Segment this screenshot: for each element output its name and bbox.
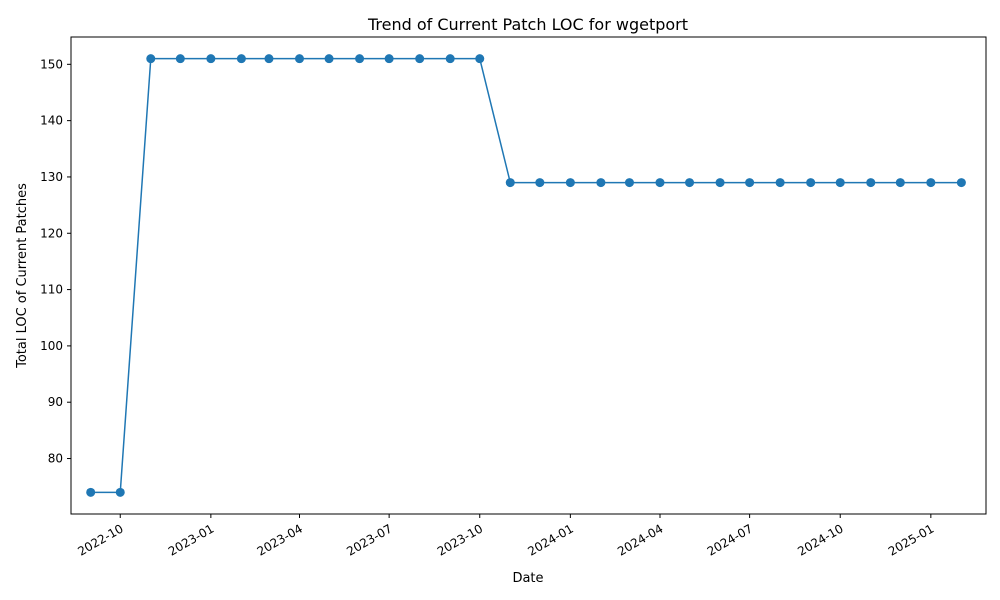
y-tick-label: 90 <box>48 395 63 409</box>
data-point <box>295 54 304 64</box>
plot-area <box>86 54 966 497</box>
y-tick-label: 80 <box>48 452 63 466</box>
data-point <box>415 54 425 64</box>
data-point <box>384 54 394 64</box>
data-point <box>324 54 334 64</box>
data-point <box>655 178 665 188</box>
data-point <box>835 178 845 188</box>
y-tick-label: 140 <box>40 114 63 128</box>
data-point <box>596 178 606 188</box>
data-point <box>715 178 725 188</box>
data-point <box>115 487 125 497</box>
y-axis-label: Total LOC of Current Patches <box>15 183 30 369</box>
data-point <box>685 178 695 188</box>
data-point <box>565 178 575 188</box>
y-tick-label: 100 <box>40 339 63 353</box>
data-point <box>445 54 455 64</box>
data-point <box>146 54 156 64</box>
y-tick-label: 130 <box>40 170 63 184</box>
series-line <box>90 57 962 494</box>
data-point <box>866 178 876 188</box>
data-point <box>806 178 816 188</box>
data-point <box>624 178 634 188</box>
data-point <box>535 178 545 188</box>
x-axis-label: Date <box>512 571 543 586</box>
data-point <box>236 54 246 64</box>
data-point <box>355 54 365 64</box>
data-point <box>956 178 966 188</box>
y-tick-label: 150 <box>40 57 63 71</box>
data-point <box>895 178 905 188</box>
data-point <box>206 54 216 64</box>
data-point <box>505 178 515 188</box>
data-point <box>475 54 485 64</box>
data-point <box>775 178 785 188</box>
data-point <box>745 178 755 188</box>
data-point <box>264 54 274 64</box>
data-point <box>175 54 185 64</box>
y-tick-label: 110 <box>40 283 63 297</box>
y-tick-label: 120 <box>40 226 63 240</box>
axes-frame <box>70 36 987 515</box>
chart-title: Trend of Current Patch LOC for wgetport <box>367 15 688 34</box>
data-point <box>86 487 96 497</box>
data-point <box>926 178 936 188</box>
